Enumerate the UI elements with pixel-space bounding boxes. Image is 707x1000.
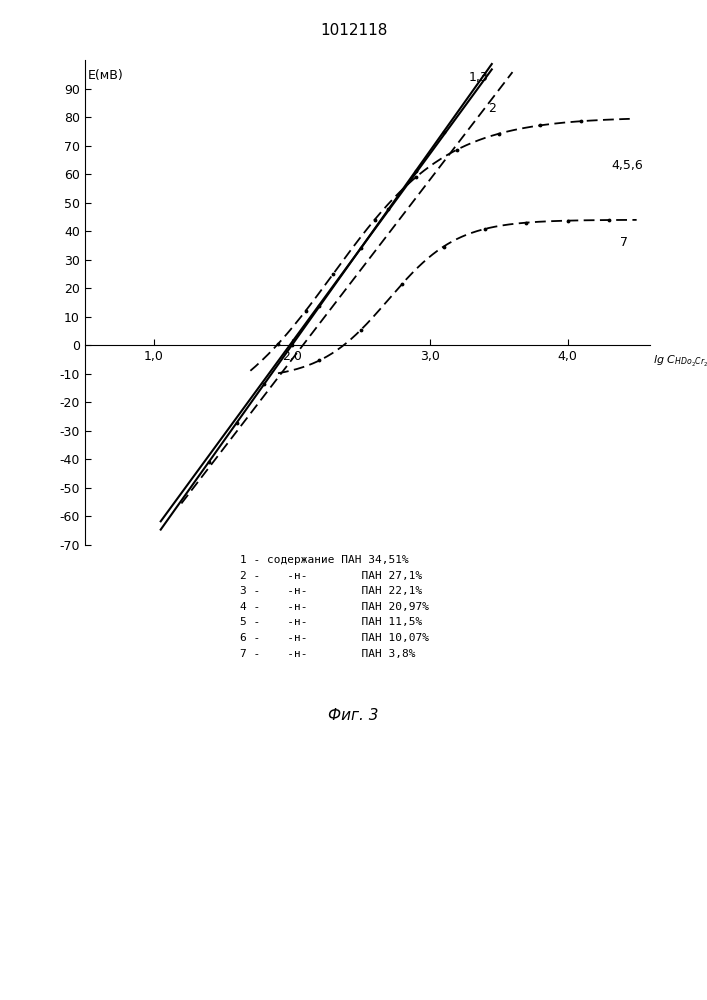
Text: E(мВ): E(мВ) bbox=[88, 69, 123, 82]
Text: 1012118: 1012118 bbox=[320, 23, 387, 38]
Text: 1 - содержание ПАН 34,51%
2 -    -н-        ПАН 27,1%
3 -    -н-        ПАН 22,1: 1 - содержание ПАН 34,51% 2 - -н- ПАН 27… bbox=[240, 555, 429, 659]
Text: Фиг. 3: Фиг. 3 bbox=[328, 708, 379, 723]
Text: lg С$_{НDo_2Cr_2O_7}$: lg С$_{НDo_2Cr_2O_7}$ bbox=[653, 354, 707, 369]
Text: 2: 2 bbox=[488, 102, 496, 115]
Text: 1,3: 1,3 bbox=[468, 71, 488, 84]
Text: 4,5,6: 4,5,6 bbox=[612, 159, 643, 172]
Text: 7: 7 bbox=[620, 236, 628, 249]
